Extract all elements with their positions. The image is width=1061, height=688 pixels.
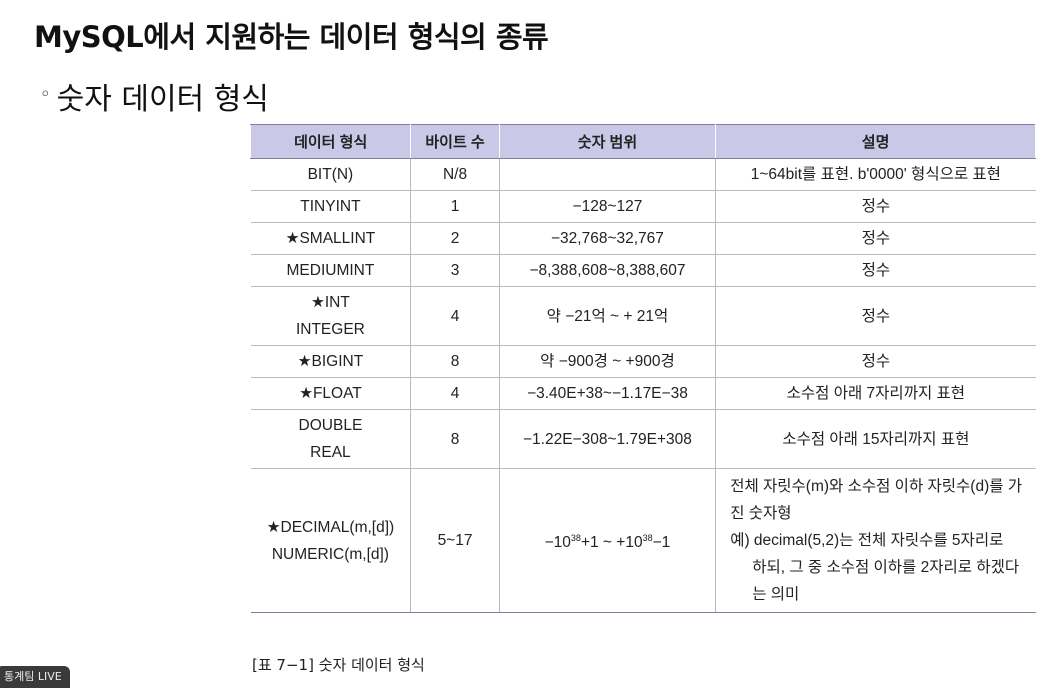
table-row: TINYINT 1 −128~127 정수 (250, 190, 1036, 223)
table-row: ★FLOAT 4 −3.40E+38~−1.17E−38 소수점 아래 7자리까… (250, 377, 1036, 410)
desc-line: 는 의미 (752, 586, 800, 603)
cell-type-line: INTEGER (295, 321, 365, 338)
cell-type-line: REAL (310, 444, 351, 461)
cell-range (498, 158, 717, 191)
cell-desc: 정수 (715, 254, 1036, 287)
cell-range: −8,388,608~8,388,607 (498, 254, 717, 287)
range-prefix: −10 (544, 534, 571, 552)
cell-type: ★BIGINT (250, 345, 412, 378)
cell-type: MEDIUMINT (250, 254, 412, 287)
range-exponent: 38 (642, 532, 653, 543)
cell-type: ★SMALLINT (250, 222, 412, 255)
cell-type-line: ★INT (310, 294, 350, 311)
desc-line: 진 숫자형 (730, 505, 792, 522)
cell-type-line: NUMERIC(m,[d]) (271, 545, 389, 563)
header-number-range: 숫자 범위 (498, 124, 717, 159)
cell-desc: 정수 (715, 222, 1036, 255)
header-description: 설명 (715, 124, 1036, 159)
cell-desc: 정수 (715, 190, 1036, 223)
cell-type-line: DOUBLE (298, 417, 363, 434)
table-row: ★DECIMAL(m,[d]) NUMERIC(m,[d]) 5~17 −103… (250, 468, 1036, 613)
range-middle: +1 ~ +10 (580, 534, 643, 552)
section-subtitle-text: 숫자 데이터 형식 (56, 82, 269, 117)
header-data-type: 데이터 형식 (249, 124, 412, 159)
cell-bytes: 4 (410, 377, 500, 410)
cell-type: ★FLOAT (250, 377, 412, 410)
cell-range: 약 −900경 ~ +900경 (498, 345, 717, 378)
section-subtitle: ◦ 숫자 데이터 형식 (40, 74, 269, 118)
table-row: ★SMALLINT 2 −32,768~32,767 정수 (250, 222, 1036, 255)
cell-bytes: 4 (410, 286, 500, 346)
cell-type-line: ★DECIMAL(m,[d]) (266, 518, 395, 536)
cell-bytes: 2 (410, 222, 500, 255)
desc-line: 예) decimal(5,2)는 전체 자릿수를 5자리로 (730, 532, 1004, 549)
table-row: ★BIGINT 8 약 −900경 ~ +900경 정수 (250, 345, 1036, 378)
range-exponent: 38 (570, 532, 581, 543)
desc-line: 하되, 그 중 소수점 이하를 2자리로 하겠다 (752, 559, 1020, 576)
table-row: ★INT INTEGER 4 약 −21억 ~ + 21억 정수 (250, 286, 1036, 346)
cell-range: −1038+1 ~ +1038−1 (498, 468, 717, 613)
cell-desc: 전체 자릿수(m)와 소수점 이하 자릿수(d)를 가 진 숫자형 예) dec… (715, 468, 1036, 613)
cell-range: −3.40E+38~−1.17E−38 (498, 377, 717, 410)
cell-bytes: 5~17 (410, 468, 500, 613)
cell-desc: 소수점 아래 15자리까지 표현 (715, 409, 1036, 469)
numeric-types-table: 데이터 형식 바이트 수 숫자 범위 설명 BIT(N) N/8 1~64bit… (249, 124, 1036, 613)
table-row: BIT(N) N/8 1~64bit를 표현. b'0000' 형식으로 표현 (250, 158, 1036, 191)
header-byte-count: 바이트 수 (410, 124, 500, 159)
cell-range: −128~127 (498, 190, 717, 223)
cell-type: BIT(N) (250, 158, 412, 191)
cell-type: DOUBLE REAL (250, 409, 412, 469)
table-caption: [표 7−1] 숫자 데이터 형식 (252, 656, 425, 674)
desc-line: 전체 자릿수(m)와 소수점 이하 자릿수(d)를 가 (730, 478, 1023, 495)
cell-range: 약 −21억 ~ + 21억 (498, 286, 717, 346)
cell-type: ★INT INTEGER (250, 286, 412, 346)
range-suffix: −1 (652, 534, 671, 552)
cell-desc: 1~64bit를 표현. b'0000' 형식으로 표현 (715, 158, 1036, 191)
cell-desc: 정수 (715, 345, 1036, 378)
table-header-row: 데이터 형식 바이트 수 숫자 범위 설명 (249, 124, 1036, 159)
bullet-icon: ◦ (40, 83, 51, 105)
cell-bytes: 1 (410, 190, 500, 223)
table-row: DOUBLE REAL 8 −1.22E−308~1.79E+308 소수점 아… (250, 409, 1036, 469)
cell-range: −32,768~32,767 (498, 222, 717, 255)
table-row: MEDIUMINT 3 −8,388,608~8,388,607 정수 (250, 254, 1036, 287)
cell-type: TINYINT (250, 190, 412, 223)
live-badge: 통계팀 LIVE (0, 666, 70, 688)
cell-type: ★DECIMAL(m,[d]) NUMERIC(m,[d]) (250, 468, 412, 613)
cell-bytes: 3 (410, 254, 500, 287)
cell-bytes: 8 (410, 409, 500, 469)
cell-bytes: N/8 (410, 158, 500, 191)
cell-range: −1.22E−308~1.79E+308 (498, 409, 717, 469)
cell-bytes: 8 (410, 345, 500, 378)
page-title: MySQL에서 지원하는 데이터 형식의 종류 (34, 20, 549, 54)
cell-desc: 소수점 아래 7자리까지 표현 (715, 377, 1036, 410)
cell-desc: 정수 (715, 286, 1036, 346)
